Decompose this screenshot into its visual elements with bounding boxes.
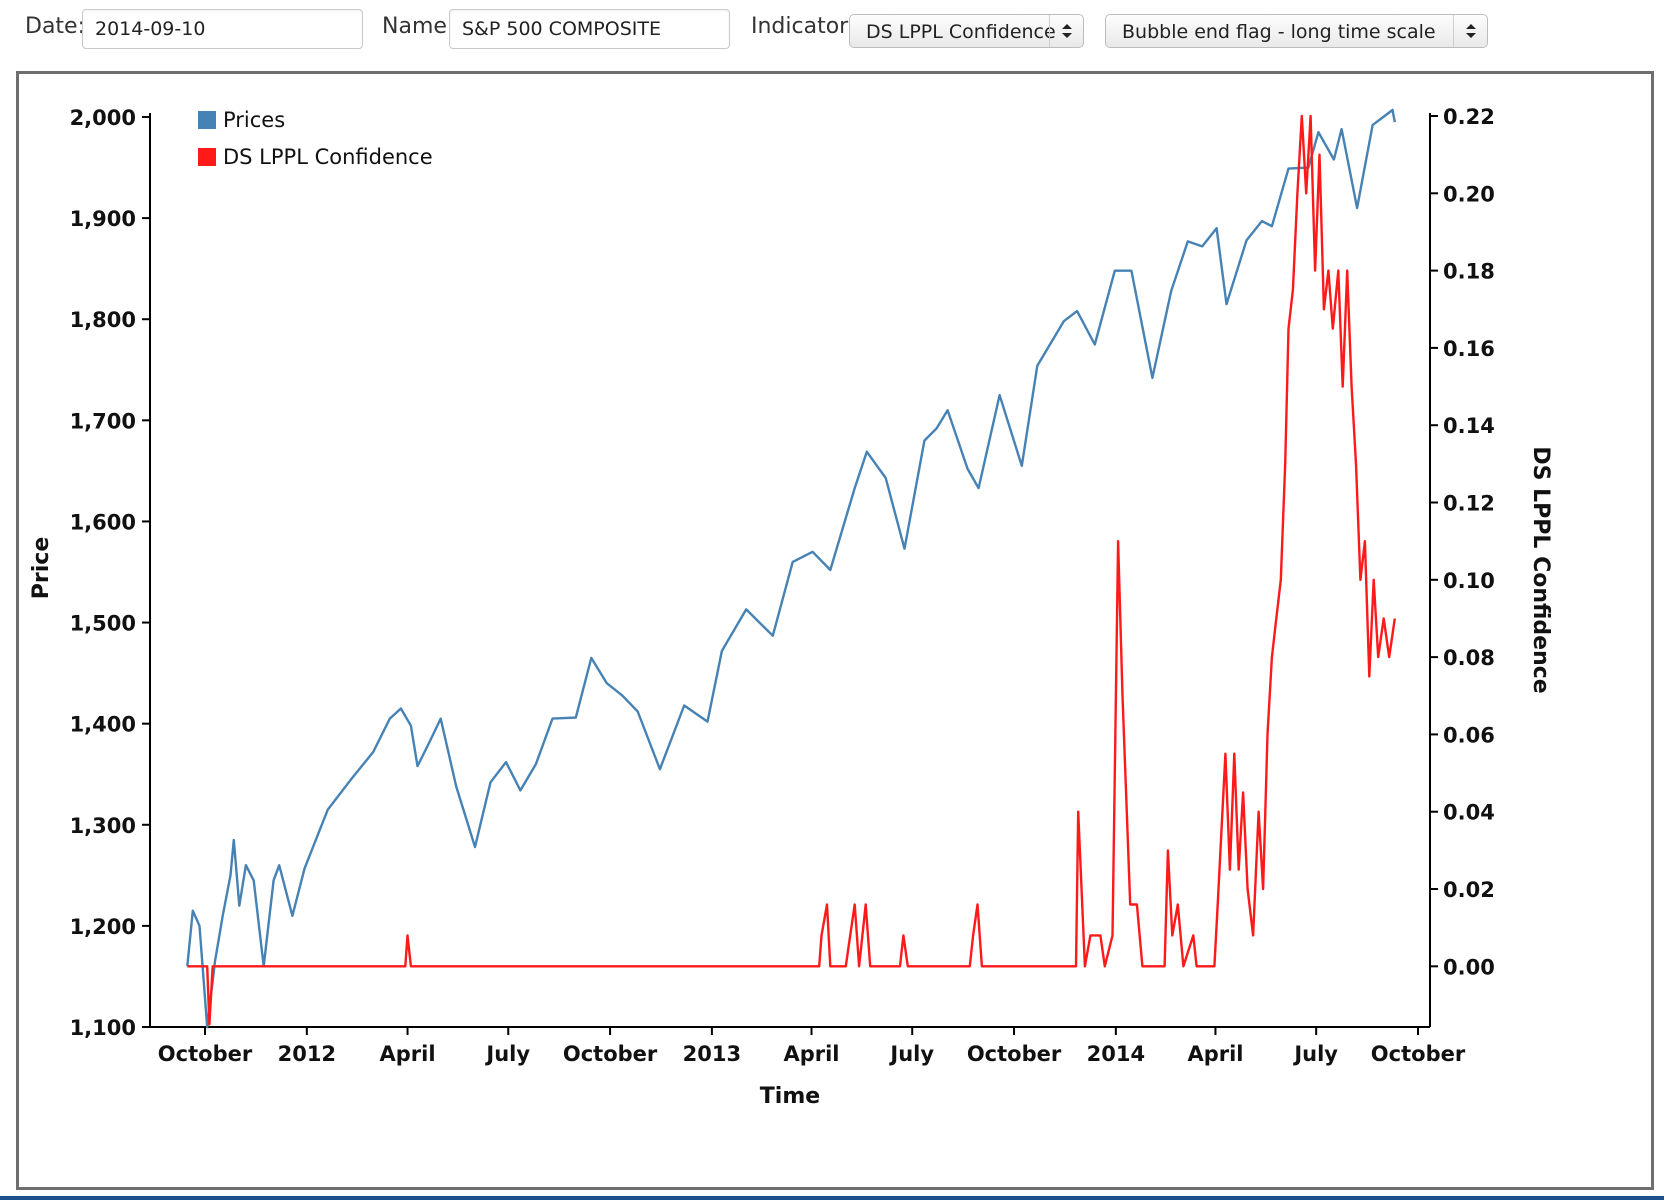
x-tick-label: April (1187, 1042, 1243, 1066)
scale-select[interactable]: Bubble end flag - long time scale (1105, 14, 1488, 48)
y-right-tick-label: 0.14 (1443, 414, 1495, 438)
y-left-tick-label: 1,700 (70, 409, 136, 433)
x-tick-label: October (158, 1042, 253, 1066)
indicator-select[interactable]: DS LPPL Confidence (849, 14, 1084, 48)
y-axis-title-left: Price (29, 537, 54, 599)
y-right-tick-label: 0.22 (1443, 105, 1495, 129)
x-axis-title: Time (760, 1084, 820, 1109)
y-left-tick-label: 1,800 (70, 308, 136, 332)
bottom-divider (0, 1196, 1664, 1200)
y-left-tick-label: 1,500 (70, 612, 136, 636)
x-tick-label: 2014 (1087, 1042, 1145, 1066)
x-tick-label: April (380, 1042, 436, 1066)
x-tick-label: October (1371, 1042, 1466, 1066)
series-lines (186, 108, 1396, 1029)
name-label: Name: (382, 14, 455, 39)
y-left-tick-label: 2,000 (70, 106, 136, 130)
x-tick-label: 2012 (278, 1042, 336, 1066)
scale-select-value: Bubble end flag - long time scale (1122, 21, 1436, 43)
legend-swatch (198, 111, 216, 129)
y-right-tick-label: 0.06 (1443, 723, 1495, 747)
x-tick-label: July (1292, 1042, 1338, 1066)
y-left-tick-label: 1,600 (70, 510, 136, 534)
y-right-tick-label: 0.20 (1443, 182, 1495, 206)
date-input[interactable] (82, 9, 363, 49)
y-left-tick-label: 1,100 (70, 1016, 136, 1040)
ds-lppl-confidence-line (187, 114, 1396, 1026)
axes: 1,100 1,200 1,300 1,400 1,500 1,600 1,700 1,800… (70, 105, 1495, 1066)
legend-label: DS LPPL Confidence (223, 145, 433, 169)
y-right-tick-label: 0.08 (1443, 646, 1495, 670)
x-tick-label: April (783, 1042, 839, 1066)
y-right-tick-label: 0.00 (1443, 955, 1495, 979)
chevron-updown-icon (1049, 15, 1083, 47)
indicator-label: Indicator: (751, 14, 856, 39)
y-right-tick-label: 0.12 (1443, 492, 1495, 516)
y-axis-title-right: DS LPPL Confidence (1528, 446, 1553, 693)
legend: Prices DS LPPL Confidence (198, 108, 433, 169)
y-right-tick-label: 0.16 (1443, 337, 1495, 361)
indicator-select-value: DS LPPL Confidence (866, 21, 1056, 43)
controls-bar: Date: Name: Indicator: DS LPPL Confidenc… (0, 0, 1664, 66)
y-left-tick-label: 1,900 (70, 207, 136, 231)
x-tick-label: July (484, 1042, 530, 1066)
x-tick-label: 2013 (683, 1042, 741, 1066)
y-right-tick-label: 0.02 (1443, 878, 1495, 902)
x-tick-label: July (888, 1042, 934, 1066)
x-tick-label: October (967, 1042, 1062, 1066)
y-left-tick-label: 1,400 (70, 713, 136, 737)
y-right-tick-label: 0.04 (1443, 801, 1495, 825)
name-input[interactable] (449, 9, 730, 49)
chevron-updown-icon (1453, 15, 1487, 47)
legend-swatch (198, 148, 216, 166)
y-right-tick-label: 0.18 (1443, 260, 1495, 284)
date-label: Date: (25, 14, 85, 39)
prices-line (186, 108, 1396, 1029)
y-left-tick-label: 1,300 (70, 814, 136, 838)
y-left-tick-label: 1,200 (70, 915, 136, 939)
y-right-tick-label: 0.10 (1443, 569, 1495, 593)
legend-label: Prices (223, 108, 285, 132)
x-tick-label: October (563, 1042, 658, 1066)
